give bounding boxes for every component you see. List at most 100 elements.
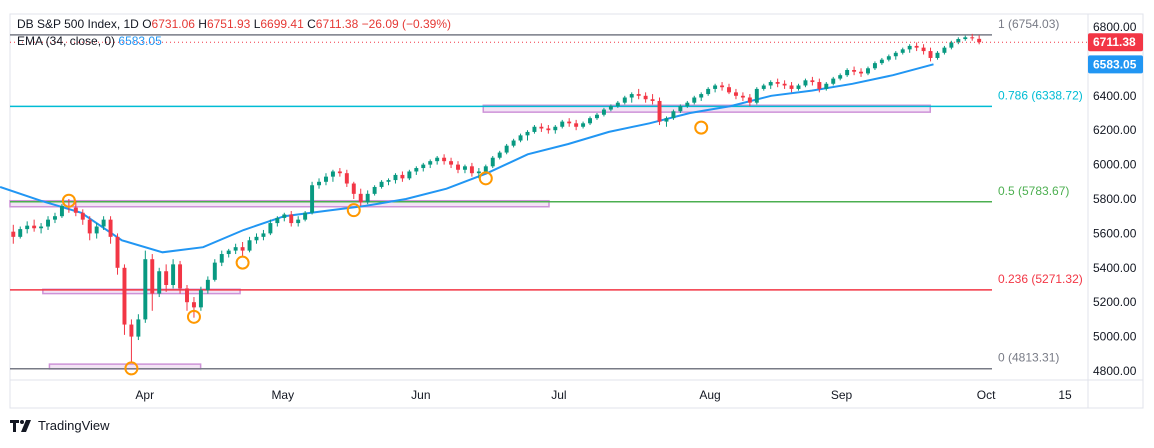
- candle-body: [53, 216, 57, 220]
- candle-body: [942, 47, 947, 53]
- candle-body: [476, 171, 481, 174]
- candle-body: [46, 219, 51, 227]
- candle-body: [483, 166, 488, 172]
- candle-body: [129, 324, 134, 337]
- candle-body: [789, 85, 794, 89]
- candle-body: [713, 85, 718, 89]
- candle-body: [317, 181, 322, 186]
- candle-body: [914, 45, 919, 48]
- candle-body: [150, 259, 155, 294]
- candle-body: [817, 82, 822, 89]
- last-price-label: 6711.38: [1093, 35, 1136, 49]
- low-label: L: [253, 17, 261, 31]
- candle-body: [678, 106, 683, 112]
- candle-body: [866, 68, 870, 74]
- candle-body: [219, 254, 224, 263]
- x-tick-label: Sep: [831, 388, 853, 402]
- candle-body: [87, 219, 92, 234]
- ema-label: EMA (34, close, 0): [17, 34, 116, 48]
- candle-body: [442, 157, 447, 162]
- support-zone: [482, 104, 931, 113]
- ohlc-legend: DB S&P 500 Index, 1D O6731.06 H6751.93 L…: [17, 17, 451, 31]
- y-tick-label: 6200.00: [1093, 123, 1137, 137]
- candle-body: [956, 39, 961, 43]
- candle-body: [671, 111, 676, 119]
- fib-level-label: 1 (6754.03): [998, 17, 1059, 31]
- highlight-circle: [478, 171, 493, 186]
- candle-body: [796, 85, 801, 89]
- candle-body: [963, 37, 968, 40]
- candle-body: [435, 157, 440, 162]
- candle-body: [518, 135, 523, 141]
- candle-body: [720, 85, 725, 88]
- change-value: −26.09 (−0.39%): [361, 17, 452, 31]
- candle-body: [845, 70, 850, 76]
- candle-body: [727, 87, 731, 93]
- candle-body: [386, 180, 391, 182]
- candle-body: [900, 49, 905, 53]
- candle-body: [351, 183, 356, 194]
- x-tick-label: Jul: [551, 388, 566, 402]
- x-tick-label: Aug: [699, 388, 720, 402]
- candle-body: [32, 225, 37, 229]
- tradingview-logo-icon[interactable]: [10, 419, 32, 432]
- candle-body: [859, 71, 864, 74]
- candle-body: [191, 302, 196, 308]
- candle-body: [622, 97, 627, 103]
- candle-body: [761, 85, 766, 89]
- candle-body: [581, 123, 586, 127]
- candle-body: [282, 214, 287, 218]
- y-tick-label: 5000.00: [1093, 330, 1137, 344]
- candle-body: [330, 171, 335, 177]
- open-label: O: [142, 17, 152, 31]
- candle-body: [831, 78, 836, 84]
- candle-body: [886, 56, 891, 60]
- candle-body: [525, 131, 530, 136]
- candle-body: [754, 88, 759, 103]
- candle-body: [164, 271, 169, 285]
- candle-body: [768, 82, 773, 86]
- candle-body: [740, 95, 745, 98]
- y-tick-label: 5200.00: [1093, 295, 1137, 309]
- candle-body: [560, 121, 565, 127]
- y-tick-label: 5800.00: [1093, 192, 1137, 206]
- footer: TradingView: [10, 418, 110, 433]
- candle-body: [372, 186, 377, 194]
- candle-body: [497, 152, 502, 158]
- candle-body: [59, 205, 64, 217]
- candle-body: [838, 75, 843, 79]
- candle-body: [240, 247, 245, 251]
- candle-body: [25, 225, 30, 230]
- candle-body: [296, 219, 301, 224]
- candle-body: [449, 161, 454, 165]
- candle-body: [275, 217, 280, 224]
- candle-body: [553, 126, 558, 131]
- last-price-badge: [1088, 33, 1143, 52]
- highlight-circle: [186, 309, 201, 324]
- candle-body: [747, 97, 752, 103]
- high-value: 6751.93: [206, 17, 251, 31]
- highlight-circle: [694, 120, 709, 135]
- candle-body: [824, 83, 829, 89]
- highlight-circle: [124, 361, 139, 376]
- candle-body: [233, 247, 238, 251]
- candle-body: [303, 212, 308, 220]
- candle-body: [490, 157, 495, 167]
- tradingview-brand[interactable]: TradingView: [38, 418, 110, 433]
- candle-body: [171, 264, 176, 285]
- y-tick-label: 4800.00: [1093, 364, 1137, 378]
- high-label: H: [198, 17, 207, 31]
- candle-body: [136, 319, 141, 337]
- candle-body: [247, 240, 252, 251]
- candle-body: [18, 229, 23, 237]
- candle-body: [212, 262, 217, 280]
- candle-body: [143, 259, 148, 320]
- candle-body: [205, 279, 210, 291]
- candle-body: [775, 82, 780, 84]
- candle-body: [344, 173, 349, 184]
- candle-body: [428, 161, 433, 165]
- candle-body: [73, 207, 78, 213]
- ema-badge-label: 6583.05: [1093, 57, 1137, 71]
- x-tick-label: 15: [1058, 388, 1072, 402]
